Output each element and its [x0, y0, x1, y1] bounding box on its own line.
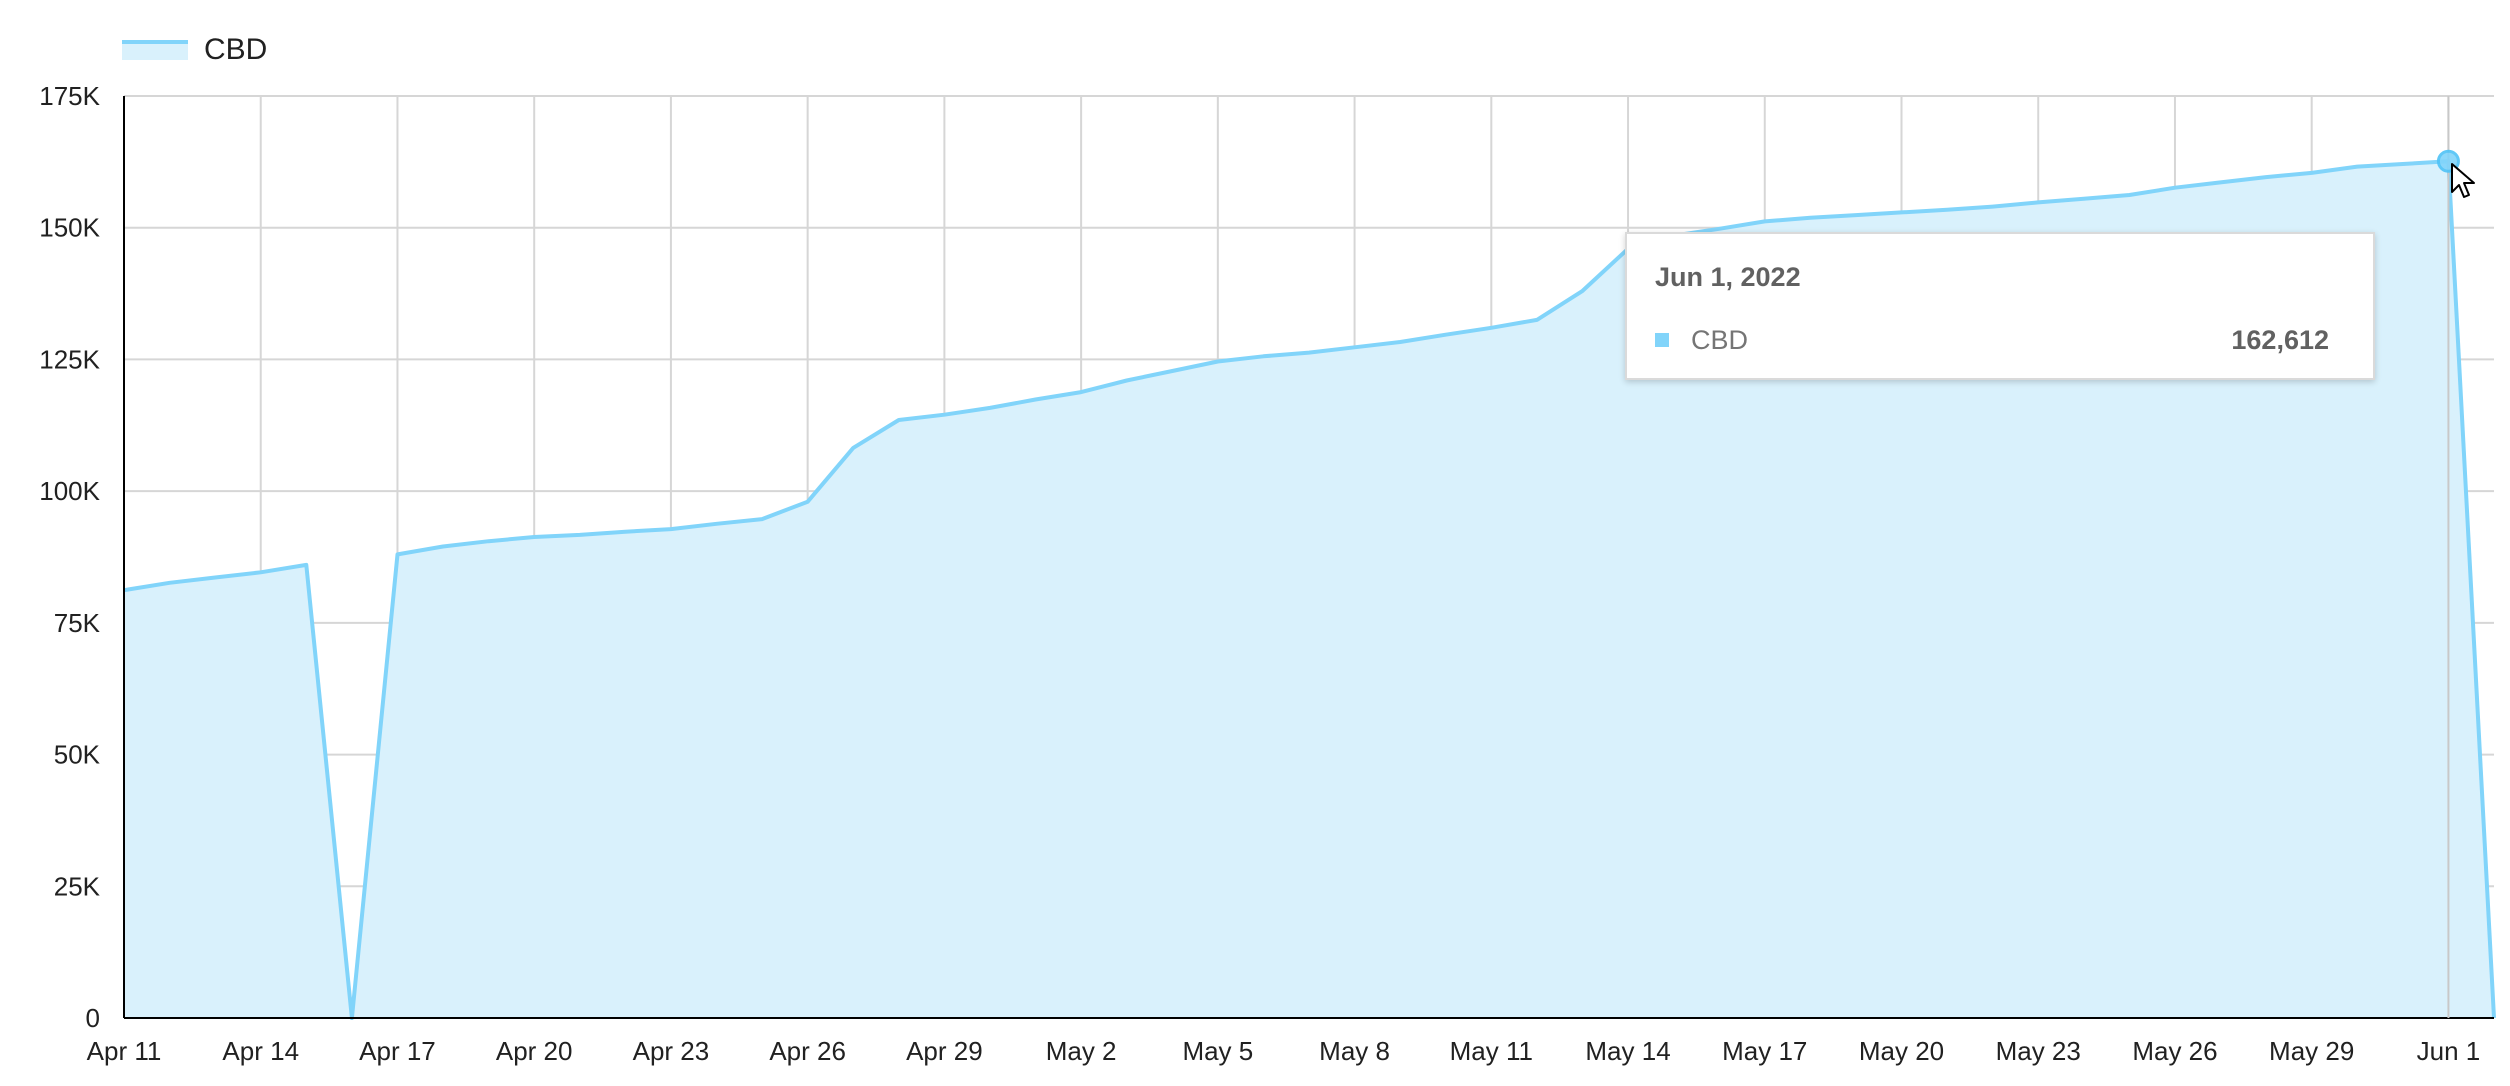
x-tick-label: May 11 [1450, 1036, 1533, 1066]
x-tick-labels: Apr 11 Apr 14 Apr 17 Apr 20 Apr 23 Apr 26 Apr … [87, 1036, 2481, 1066]
x-tick-label: May 20 [1859, 1036, 1944, 1066]
legend-label: CBD [204, 33, 268, 66]
x-tick-label: Jun 1 [2417, 1036, 2481, 1066]
tooltip-row: CBD 162,612 [1655, 322, 2345, 358]
y-tick-label: 50K [54, 740, 101, 770]
tooltip: Jun 1, 2022 CBD 162,612 [1625, 232, 2375, 380]
y-tick-label: 150K [39, 213, 100, 243]
x-tick-label: Apr 26 [769, 1036, 846, 1066]
x-tick-label: Apr 20 [496, 1036, 573, 1066]
x-tick-label: Apr 23 [633, 1036, 710, 1066]
series-line [123, 159, 2496, 1020]
x-tick-label: May 17 [1722, 1036, 1807, 1066]
tooltip-value: 162,612 [2231, 324, 2329, 355]
y-tick-label: 25K [54, 871, 101, 901]
tooltip-series-swatch [1655, 333, 1669, 347]
tooltip-series-name: CBD [1691, 324, 1749, 355]
legend-swatch [122, 40, 188, 60]
x-tick-label: May 29 [2269, 1036, 2354, 1066]
x-tick-label: May 8 [1319, 1036, 1390, 1066]
x-tick-label: Apr 11 [87, 1036, 162, 1066]
axes [123, 96, 2494, 1019]
x-tick-label: May 14 [1585, 1036, 1670, 1066]
x-tick-label: May 26 [2132, 1036, 2217, 1066]
x-tick-label: May 5 [1182, 1036, 1253, 1066]
y-tick-label: 125K [39, 344, 100, 374]
y-tick-label: 100K [39, 476, 100, 506]
mouse-pointer-icon [2451, 163, 2475, 198]
legend[interactable]: CBD [122, 30, 267, 70]
x-tick-label: May 23 [1996, 1036, 2081, 1066]
tooltip-date: Jun 1, 2022 [1655, 262, 1801, 292]
y-tick-label: 175K [39, 81, 100, 111]
x-tick-label: Apr 14 [222, 1036, 299, 1066]
x-tick-label: May 2 [1046, 1036, 1117, 1066]
y-tick-label: 0 [86, 1003, 100, 1033]
y-tick-label: 75K [54, 608, 101, 638]
y-tick-labels: 0 25K 50K 75K 100K 125K 150K 175K [39, 81, 100, 1033]
x-tick-label: Apr 17 [359, 1036, 436, 1066]
x-tick-label: Apr 29 [906, 1036, 983, 1066]
